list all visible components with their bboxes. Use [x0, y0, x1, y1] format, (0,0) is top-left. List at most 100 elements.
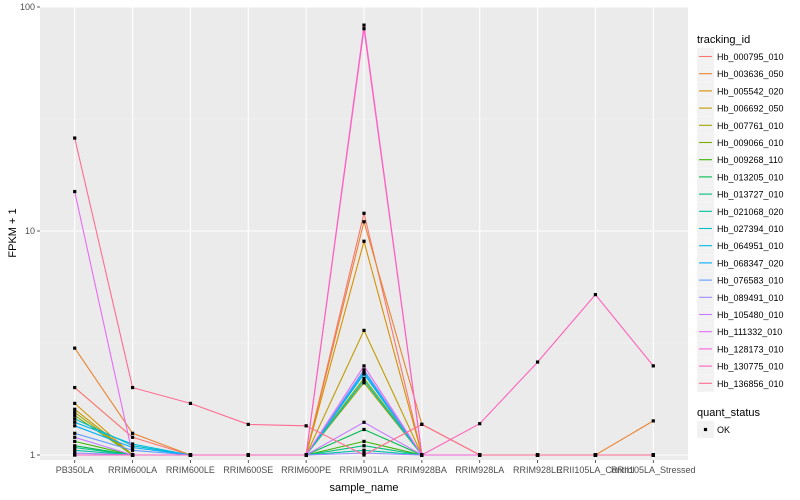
data-point-Hb_068347_020-RRIM600LA — [130, 445, 135, 450]
data-point-Hb_136856_010-RRIM928LA — [478, 453, 482, 457]
shape-legend-title: quant_status — [697, 407, 760, 419]
data-point-Hb_027394_010-RRIM901LA — [362, 378, 366, 383]
x-tick-label: PB350LA — [56, 465, 94, 475]
data-point-Hb_105480_010-RRIM901LA — [362, 420, 366, 424]
data-point-Hb_136856_010-PB350LA — [73, 136, 77, 140]
data-point-Hb_021068_020-RRIM901LA — [362, 448, 366, 452]
legend-label: Hb_009066_010 — [717, 138, 784, 148]
legend-label: Hb_130775_010 — [717, 362, 784, 372]
legend-label: Hb_128173_010 — [717, 344, 784, 354]
shape-legend-items: OK — [697, 421, 730, 438]
data-point-Hb_003636_050-PB350LA — [73, 346, 77, 350]
data-point-Hb_003636_050-RRIM600LA — [130, 431, 135, 435]
legend-label: Hb_009268_110 — [717, 155, 783, 165]
data-point-Hb_130775_010-RRIM928BA — [420, 453, 424, 457]
data-point-Hb_130775_010-RRIM600LA — [130, 453, 135, 457]
legend-label: Hb_076583_010 — [717, 276, 784, 286]
data-point-Hb_136856_010-RRIM600SE — [246, 422, 250, 426]
data-point-Hb_130775_010-PB350LA — [73, 453, 77, 457]
legend-label: Hb_013727_010 — [717, 190, 784, 200]
data-point-Hb_009268_110-RRIM901LA — [362, 439, 366, 444]
data-point-Hb_027394_010-PB350LA — [73, 417, 77, 421]
data-point-Hb_136856_010-RRIM600LE — [188, 401, 193, 405]
data-point-Hb_076583_010-PB350LA — [73, 431, 77, 435]
data-point-Hb_130775_010-RRIM901LA — [362, 27, 366, 31]
data-point-Hb_064951_010-RRIM600LA — [130, 442, 135, 446]
data-point-Hb_013205_010-PB350LA — [73, 444, 77, 448]
data-point-Hb_130775_010-RRIII05LA_Stressed — [651, 364, 655, 368]
data-point-Hb_000795_010-RRIM901LA — [362, 211, 366, 215]
data-point-Hb_136856_010-RRIM600LA — [130, 385, 135, 390]
data-point-Hb_089491_010-RRIM901LA — [362, 451, 366, 455]
x-tick-label: RRIM600PE — [281, 465, 331, 475]
legend-items: Hb_000795_010 Hb_003636_050 Hb_005542_020 H… — [697, 48, 784, 392]
data-point-Hb_130775_010-RRIM600SE — [246, 453, 250, 457]
data-point-Hb_076583_010-RRIM600LA — [130, 448, 135, 452]
data-point-Hb_136856_010-RRIII05LA_Stressed — [651, 453, 655, 457]
data-points — [73, 23, 655, 457]
y-tick-label: 10 — [25, 226, 35, 236]
legend-label: Hb_007761_010 — [717, 121, 784, 131]
x-tick-label: RRII105LA_Stressed — [611, 465, 696, 475]
x-tick-label: RRIM901LA — [339, 465, 388, 475]
data-point-Hb_013205_010-RRIM901LA — [362, 427, 366, 432]
x-tick-label: RRIM600LA — [108, 465, 157, 475]
y-axis: 1 10 100 — [20, 2, 40, 460]
data-point-Hb_068347_020-RRIM901LA — [362, 370, 366, 374]
data-point-Hb_064951_010-PB350LA — [73, 420, 77, 424]
legend-label: Hb_111332_010 — [717, 327, 782, 337]
legend-label: Hb_068347_020 — [717, 258, 784, 268]
legend-label: Hb_064951_010 — [717, 241, 784, 251]
data-point-Hb_003636_050-RRIM901LA — [362, 220, 366, 224]
legend-label: Hb_027394_010 — [717, 224, 784, 234]
y-tick-label: 1 — [30, 450, 35, 460]
data-point-Hb_130775_010-RRIM600PE — [304, 453, 308, 457]
y-axis-title: FPKM + 1 — [7, 208, 19, 257]
data-point-Hb_130775_010-RRIM928LA — [478, 422, 482, 426]
legend-label: Hb_021068_020 — [717, 207, 784, 217]
legend-label: Hb_136856_010 — [717, 379, 784, 389]
x-tick-label: RRIM928LA — [455, 465, 504, 475]
data-point-Hb_068347_020-PB350LA — [73, 424, 77, 428]
legend: tracking_id Hb_000795_010 Hb_003636_050 Hb… — [697, 34, 784, 392]
data-point-Hb_111332_010-RRIM901LA — [362, 364, 366, 368]
data-point-Hb_021068_020-PB350LA — [73, 448, 77, 452]
data-point-Hb_027394_010-RRIM600LA — [130, 444, 135, 448]
data-point-Hb_111332_010-PB350LA — [73, 189, 77, 194]
x-tick-label: RRII105LA_Control — [556, 465, 634, 475]
x-tick-label: RRIM928LE — [513, 465, 562, 475]
data-point-Hb_006692_050-RRIM901LA — [362, 328, 366, 332]
legend-label: Hb_006692_050 — [717, 104, 784, 114]
data-point-Hb_005542_020-PB350LA — [73, 401, 77, 405]
x-axis: PB350LA RRIM600LA RRIM600LE RRIM600SE RRIM60… — [56, 460, 696, 475]
legend-label: Hb_003636_050 — [717, 69, 784, 79]
legend-label: Hb_000795_010 — [717, 52, 784, 62]
data-point-Hb_013727_010-RRIM901LA — [362, 444, 366, 448]
legend-label: Hb_013205_010 — [717, 172, 784, 182]
legend-title: tracking_id — [697, 34, 750, 46]
data-point-Hb_136856_010-RRIM928LE — [535, 453, 540, 457]
legend-label: Hb_105480_010 — [717, 310, 784, 320]
x-tick-label: RRIM600LE — [166, 465, 215, 475]
data-point-Hb_000795_010-PB350LA — [73, 385, 77, 390]
data-point-Hb_089491_010-PB350LA — [73, 451, 77, 455]
shape-legend-square — [703, 427, 708, 432]
x-axis-title: sample_name — [329, 482, 398, 494]
data-point-Hb_130775_010-RRIM928LE — [535, 360, 540, 364]
data-point-Hb_003636_050-RRIII05LA_Stressed — [651, 419, 655, 423]
shape-legend: quant_status OK — [697, 407, 760, 438]
data-point-Hb_130775_010-RRIII05LA_Control — [593, 293, 598, 297]
data-point-Hb_007761_010-PB350LA — [73, 410, 77, 414]
data-point-Hb_136856_010-RRIM901LA — [362, 453, 366, 457]
data-point-Hb_136856_010-RRIII05LA_Control — [593, 453, 598, 457]
data-point-Hb_130775_010-RRIM600LE — [188, 453, 193, 457]
data-point-Hb_005542_020-RRIM901LA — [362, 239, 366, 243]
y-tick-label: 100 — [20, 2, 35, 12]
data-point-Hb_128173_010-RRIM901LA — [362, 23, 366, 27]
data-point-Hb_009066_010-PB350LA — [73, 413, 77, 418]
legend-label: Hb_089491_010 — [717, 293, 784, 303]
data-point-Hb_105480_010-PB350LA — [73, 435, 77, 439]
data-point-Hb_006692_050-PB350LA — [73, 407, 77, 411]
data-point-Hb_009268_110-PB350LA — [73, 439, 77, 444]
shape-legend-label: OK — [717, 425, 730, 435]
